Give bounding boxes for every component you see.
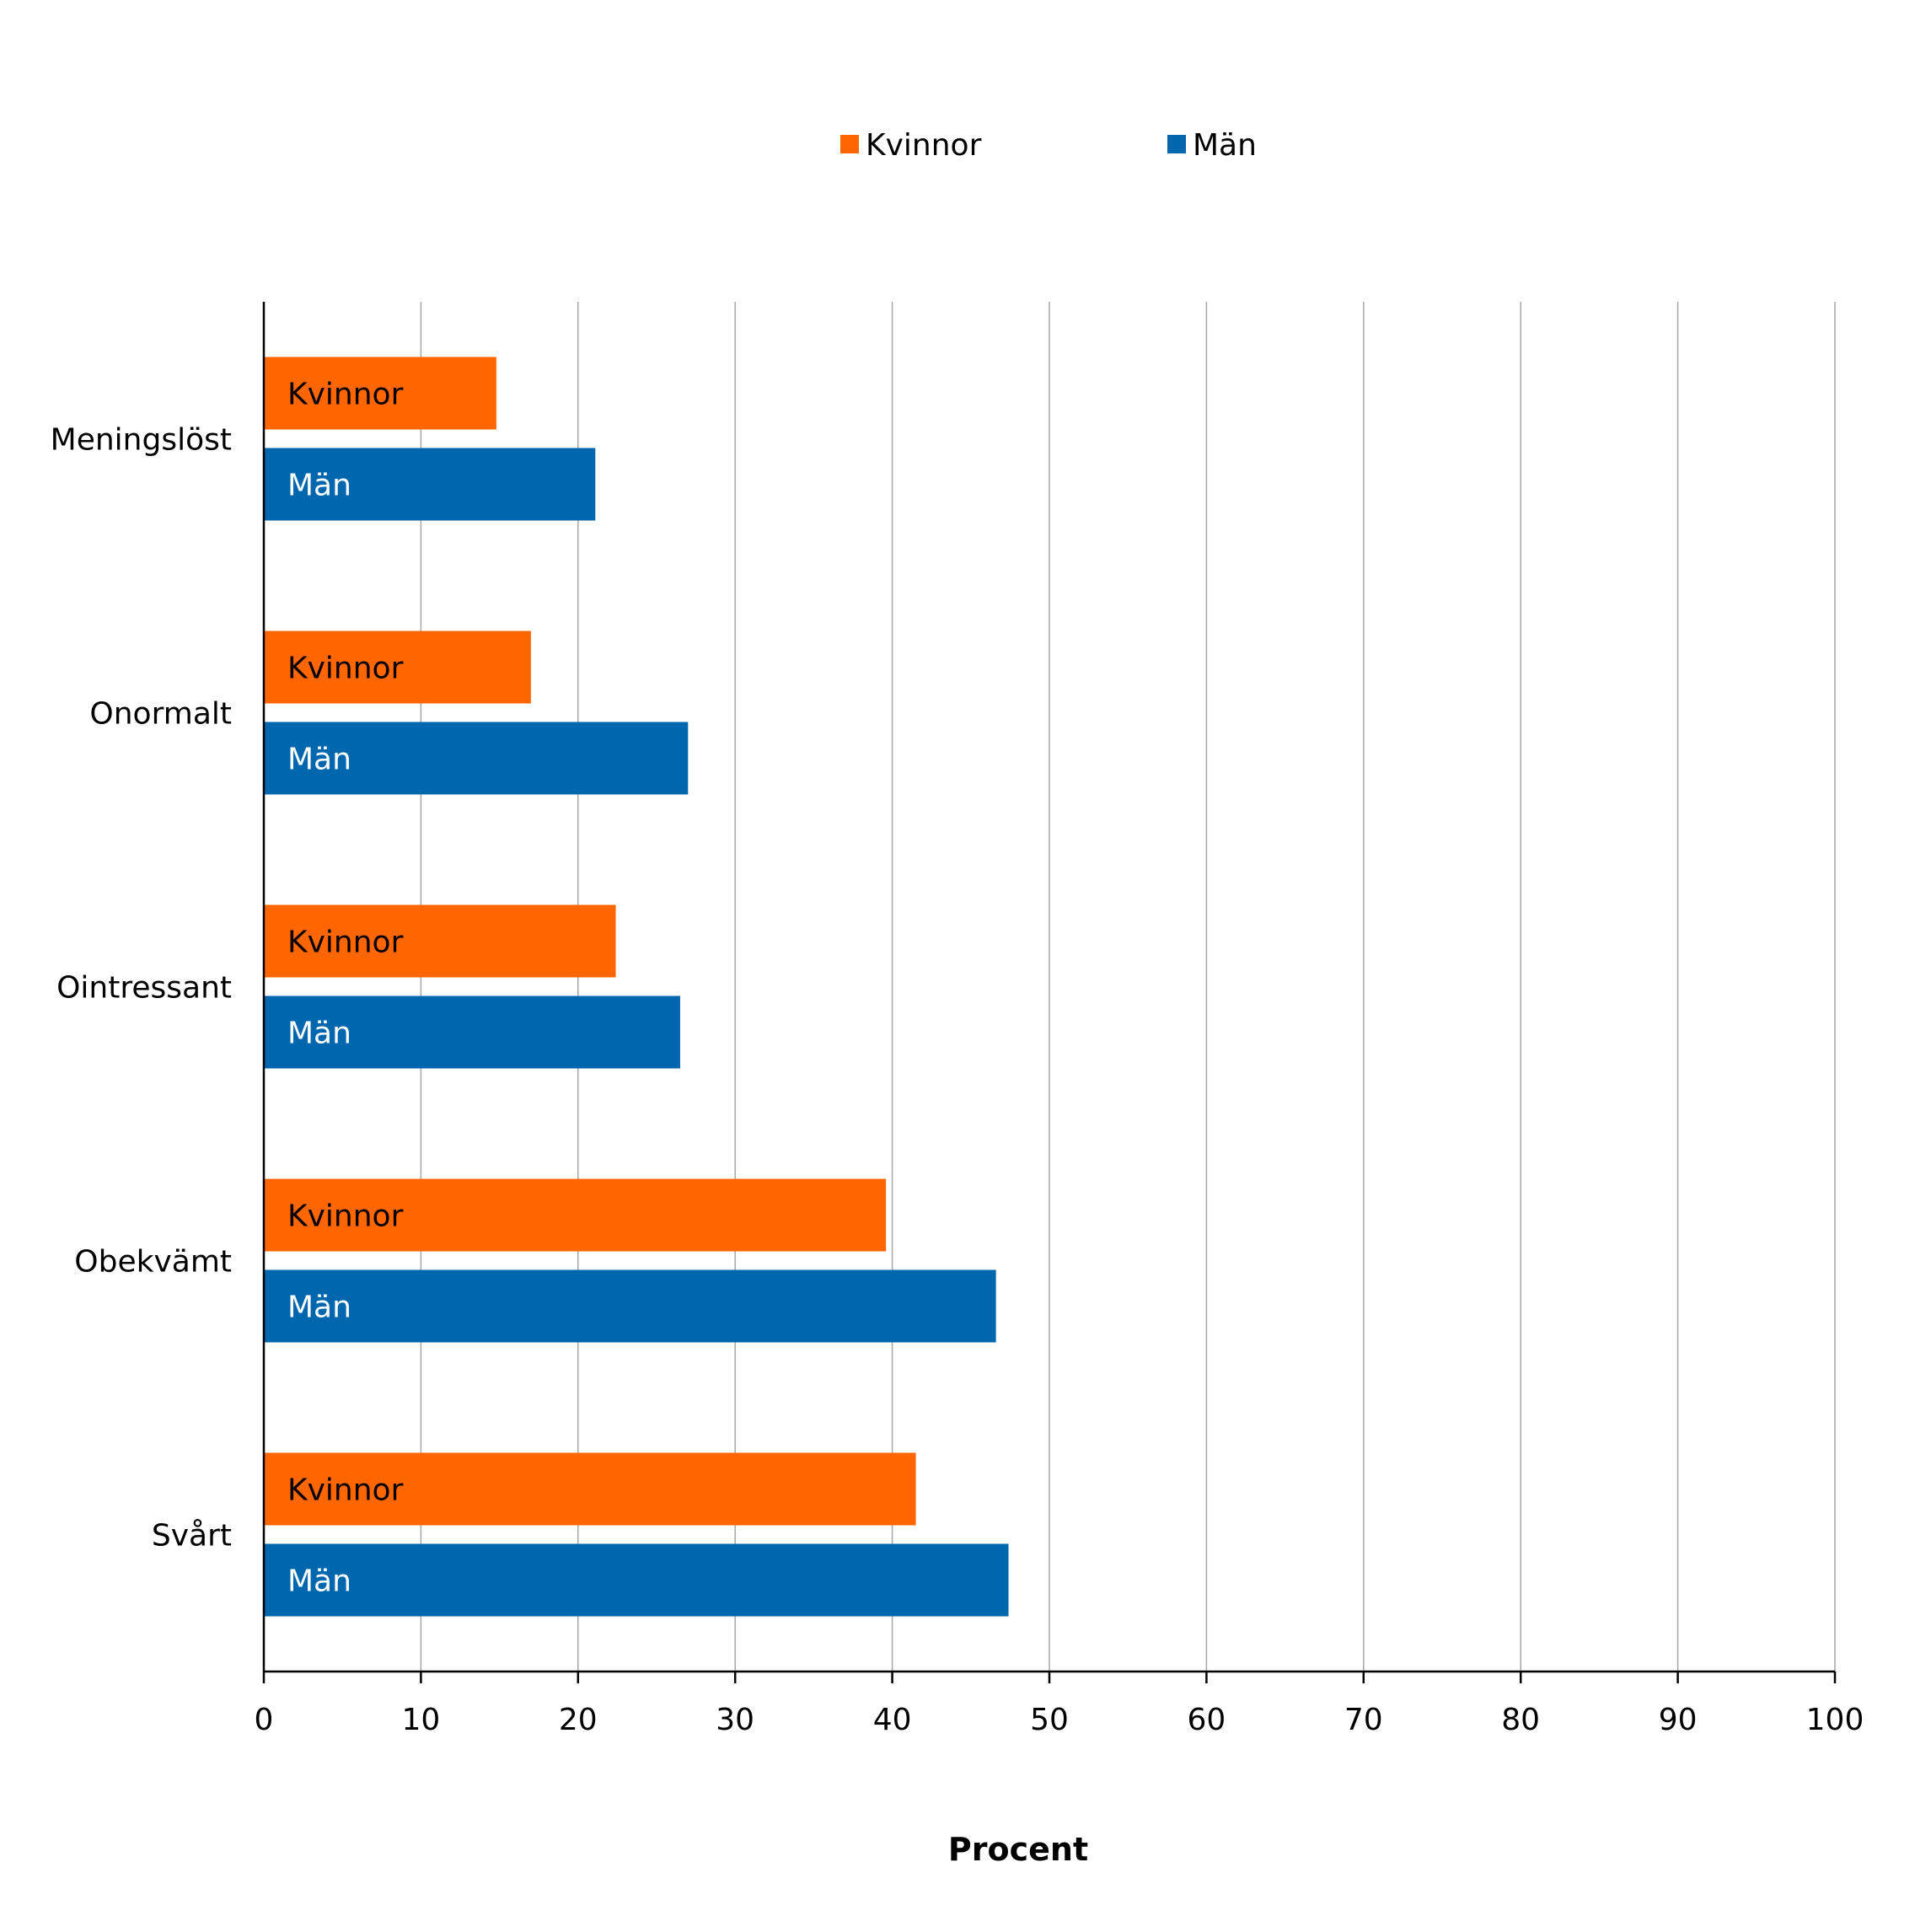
bar-label: Kvinnor bbox=[287, 652, 404, 686]
category-label: Obekvämt bbox=[74, 1245, 232, 1280]
bar-label: Män bbox=[287, 1291, 351, 1325]
legend: Kvinnor Män bbox=[840, 128, 1257, 163]
legend-label-man: Män bbox=[1193, 128, 1257, 163]
x-tick-label: 50 bbox=[1030, 1703, 1069, 1737]
bar-label: Män bbox=[287, 743, 351, 777]
bar-label: Män bbox=[287, 1017, 351, 1051]
x-tick-labels: 0 10 20 30 40 50 60 70 80 90 100 bbox=[255, 1703, 1864, 1737]
x-tick-label: 30 bbox=[716, 1703, 754, 1737]
legend-label-kvinnor: Kvinnor bbox=[866, 128, 982, 163]
bar-svart-kvinnor bbox=[264, 1452, 916, 1526]
x-axis-title: Procent bbox=[948, 1831, 1088, 1868]
bar-obekvamt-kvinnor bbox=[264, 1178, 887, 1252]
bar-ointressant-man bbox=[264, 996, 680, 1069]
category-label: Svårt bbox=[152, 1519, 232, 1554]
x-tick-label: 20 bbox=[559, 1703, 598, 1737]
axes bbox=[262, 302, 1837, 1683]
x-tick-label: 90 bbox=[1659, 1703, 1698, 1737]
gridlines bbox=[420, 302, 1836, 1672]
bars: Kvinnor Män Kvinnor Män Kvinnor Män Kvinnor Män… bbox=[264, 357, 1009, 1617]
category-label: Ointressant bbox=[56, 971, 232, 1006]
category-labels: Meningslöst Onormalt Ointressant Obekvämt Sv… bbox=[51, 423, 232, 1554]
x-tick-label: 0 bbox=[255, 1703, 274, 1737]
bar-obekvamt-man bbox=[264, 1269, 996, 1343]
x-tick-label: 100 bbox=[1806, 1703, 1864, 1737]
category-label: Onormalt bbox=[89, 697, 232, 732]
bar-label: Kvinnor bbox=[287, 1473, 404, 1508]
bar-onormalt-kvinnor bbox=[264, 631, 531, 704]
bar-label: Män bbox=[287, 469, 351, 503]
x-tick-label: 10 bbox=[401, 1703, 440, 1737]
bar-label: Kvinnor bbox=[287, 926, 404, 960]
bar-label: Kvinnor bbox=[287, 378, 404, 412]
x-tick-label: 40 bbox=[873, 1703, 912, 1737]
x-tick-label: 60 bbox=[1187, 1703, 1226, 1737]
bar-svart-man bbox=[264, 1543, 1009, 1617]
x-tick-label: 70 bbox=[1344, 1703, 1383, 1737]
bar-label: Män bbox=[287, 1564, 351, 1599]
legend-swatch-kvinnor bbox=[840, 135, 859, 153]
bar-meningslost-man bbox=[264, 448, 596, 521]
bar-meningslost-kvinnor bbox=[264, 357, 496, 430]
x-tick-label: 80 bbox=[1501, 1703, 1540, 1737]
category-label: Meningslöst bbox=[51, 423, 232, 458]
legend-swatch-man bbox=[1167, 135, 1186, 153]
bar-ointressant-kvinnor bbox=[264, 904, 616, 978]
bar-onormalt-man bbox=[264, 722, 689, 795]
bar-label: Kvinnor bbox=[287, 1199, 404, 1234]
